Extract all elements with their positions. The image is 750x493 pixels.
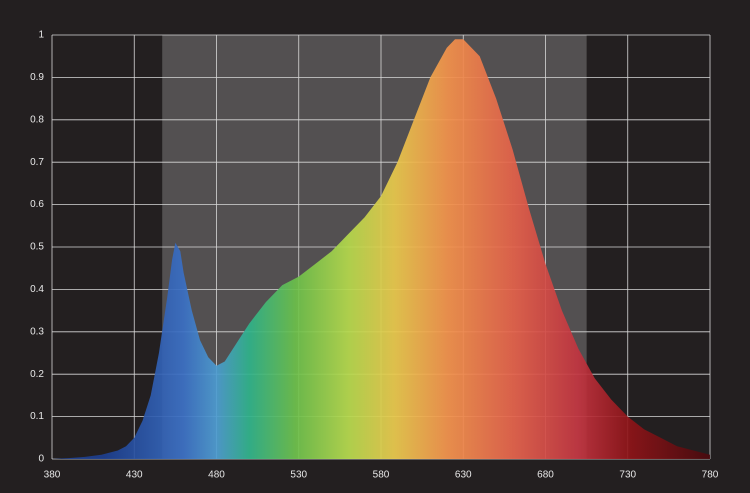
x-tick-label: 680 — [537, 470, 554, 481]
x-tick-label: 380 — [44, 470, 61, 481]
y-tick-label: 0.7 — [30, 157, 44, 168]
x-tick-label: 630 — [455, 470, 472, 481]
y-tick-label: 0.9 — [30, 72, 44, 83]
y-tick-label: 0.4 — [30, 284, 44, 295]
x-tick-label: 730 — [619, 470, 636, 481]
x-tick-label: 780 — [702, 470, 719, 481]
spectrum-area — [52, 39, 710, 460]
y-tick-label: 0.2 — [30, 369, 44, 380]
x-tick-label: 480 — [208, 470, 225, 481]
y-tick-label: 0.8 — [30, 114, 44, 125]
y-tick-label: 1 — [38, 30, 44, 41]
y-tick-label: 0.5 — [30, 242, 44, 253]
x-tick-label: 580 — [373, 470, 390, 481]
x-tick-label: 530 — [290, 470, 307, 481]
x-tick-label: 430 — [126, 470, 143, 481]
y-tick-label: 0.3 — [30, 326, 44, 337]
y-tick-label: 0 — [38, 454, 44, 465]
y-tick-label: 0.6 — [30, 199, 44, 210]
y-tick-label: 0.1 — [30, 411, 44, 422]
